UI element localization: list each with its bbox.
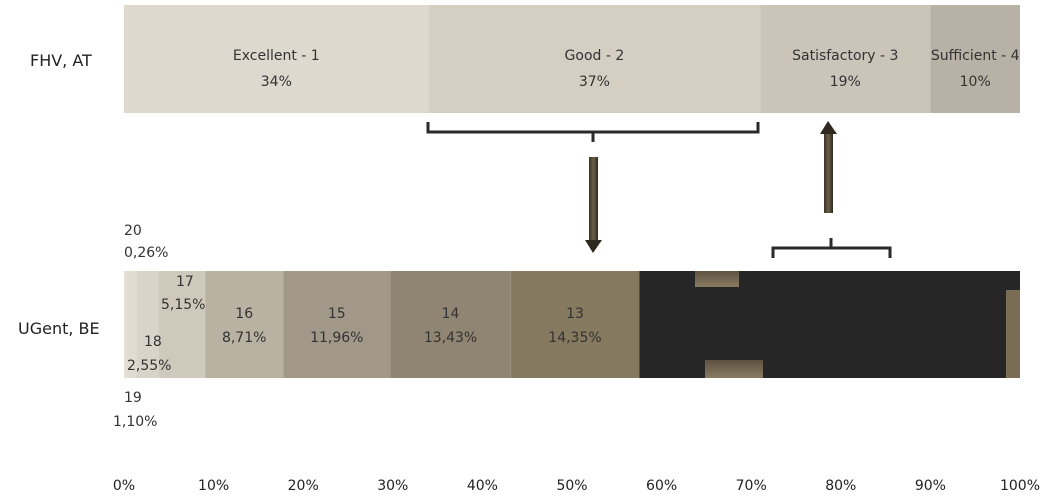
segment-label: 18 [144,334,162,350]
segment-value-label: 34% [261,74,292,90]
segment-label: 14 [442,306,460,322]
x-tick-label: 90% [915,478,946,494]
x-tick-label: 20% [288,478,319,494]
segment-value-label: 13,43% [424,330,477,346]
x-tick-label: 40% [467,478,498,494]
bar-segment-ugent-7 [390,271,511,378]
dark-segment-highlight [1006,290,1020,378]
dark-segment-highlight [695,271,739,287]
segment-label: 20 [124,223,142,239]
x-tick-label: 70% [736,478,767,494]
bracket-good [426,122,760,142]
segment-value-label: 10% [960,74,991,90]
arrow-up-head [820,121,837,134]
arrow-down-head [585,240,602,253]
segment-label: Satisfactory - 3 [792,48,898,64]
x-tick-label: 80% [825,478,856,494]
arrow-up-shaft [824,133,833,213]
segment-label: 17 [176,274,194,290]
segment-value-label: 5,15% [161,297,205,313]
x-tick-label: 100% [1000,478,1040,494]
segment-label: 15 [328,306,346,322]
bar-segment-ugent-1 [124,271,127,378]
bar-segment-fhv-3 [760,5,931,113]
row-label-fhv: FHV, AT [30,51,92,70]
bar-segment-ugent-2 [126,271,137,378]
segment-label: 19 [124,390,142,406]
segment-value-label: 14,35% [548,330,601,346]
x-tick-label: 10% [198,478,229,494]
arrow-down-shaft [589,157,598,241]
segment-label: Good - 2 [565,48,625,64]
x-tick-label: 0% [113,478,135,494]
segment-label: Sufficient - 4 [931,48,1020,64]
bar-segment-ugent-6 [283,271,391,378]
segment-label: Excellent - 1 [233,48,320,64]
ugent-bar [124,271,1020,378]
bar-segment-ugent-9 [639,271,1020,378]
segment-value-label: 2,55% [127,358,171,374]
bar-segment-ugent-5 [205,271,284,378]
segment-value-label: 11,96% [310,330,363,346]
x-tick-label: 30% [377,478,408,494]
x-axis-ticks: 0% 10% 20% 30% 40% 50% 60% 70% 80% 90% 100% [113,478,1040,494]
row-label-ugent: UGent, BE [18,319,100,338]
dark-segment-highlight [705,360,763,378]
segment-value-label: 8,71% [222,330,266,346]
small-segment-labels: 20 0,26% 19 1,10% 18 2,55% 17 5,15% 16 8,71% 15 11,… [113,223,602,430]
segment-label: 13 [566,306,584,322]
x-tick-label: 50% [556,478,587,494]
bar-segment-fhv-2 [428,5,761,113]
bar-segment-ugent-8 [510,271,640,378]
bar-segment-ugent-3 [136,271,160,378]
segment-value-label: 37% [579,74,610,90]
bar-segment-ugent-4 [159,271,206,378]
x-tick-label: 60% [646,478,677,494]
segment-value-label: 1,10% [113,414,157,430]
segment-label: 16 [235,306,253,322]
segment-value-label: 0,26% [124,245,168,261]
bar-segment-fhv-1 [124,5,429,113]
bracket-upper [771,238,892,258]
fhv-bar: Excellent - 1 34% Good - 2 37% Satisfactory … [124,5,1020,113]
bar-segment-fhv-4 [930,5,1020,113]
segment-value-label: 19% [830,74,861,90]
